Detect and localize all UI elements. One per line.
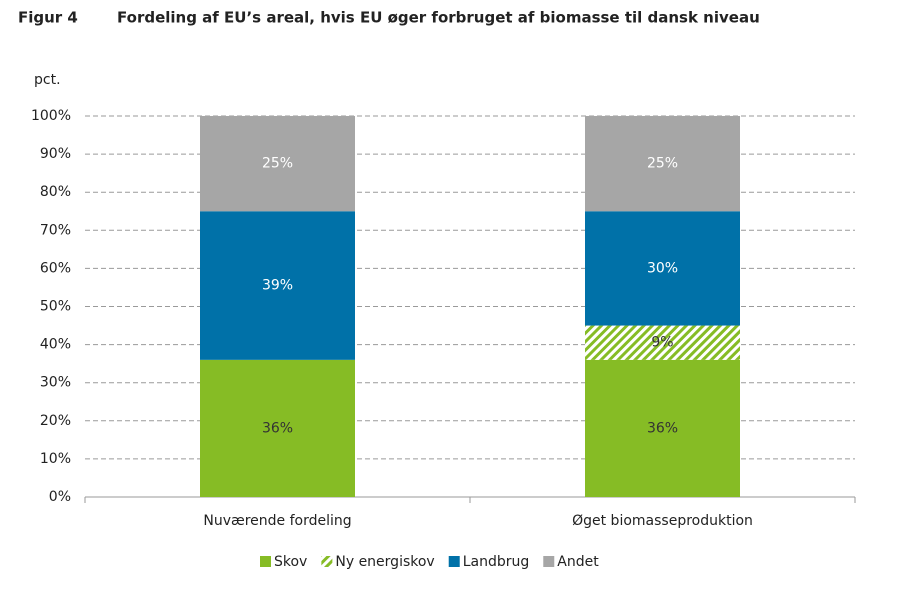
y-tick-label: 40% — [40, 337, 71, 353]
data-label: 36% — [647, 420, 678, 436]
data-label: 39% — [262, 278, 293, 294]
data-label: 25% — [647, 156, 678, 172]
y-tick-label: 20% — [40, 413, 71, 429]
legend-label: Andet — [557, 554, 599, 570]
legend-label: Skov — [274, 554, 307, 570]
y-tick-label: 30% — [40, 375, 71, 391]
y-axis-label: pct. — [34, 72, 61, 88]
y-tick-label: 80% — [40, 184, 71, 200]
bar-segment — [585, 325, 740, 360]
bar-segment — [585, 359, 740, 497]
bar-segment — [200, 211, 355, 360]
y-tick-label: 60% — [40, 260, 71, 276]
y-tick-label: 90% — [40, 146, 71, 162]
data-label: 25% — [262, 156, 293, 172]
legend-swatch — [543, 556, 555, 567]
data-label: 9% — [651, 335, 673, 351]
y-tick-label: 100% — [31, 108, 71, 124]
bar-segment — [200, 116, 355, 212]
data-label: 36% — [262, 420, 293, 436]
y-tick-label: 0% — [49, 489, 71, 505]
bar-segment — [200, 359, 355, 497]
x-tick-label: Øget biomasseproduktion — [572, 513, 753, 529]
bar-segment — [585, 211, 740, 326]
figure-label: Figur 4 — [18, 9, 78, 27]
legend-swatch — [260, 556, 271, 567]
legend-label: Landbrug — [463, 554, 530, 570]
legend-swatch — [321, 556, 333, 567]
y-tick-label: 10% — [40, 451, 71, 467]
y-tick-label: 50% — [40, 299, 71, 315]
bar-segment — [585, 116, 740, 212]
y-tick-label: 70% — [40, 222, 71, 238]
chart-title: Fordeling af EU’s areal, hvis EU øger fo… — [117, 9, 760, 27]
legend-swatch — [448, 556, 460, 567]
data-label: 30% — [647, 260, 678, 276]
legend-label: Ny energiskov — [335, 554, 434, 570]
x-tick-label: Nuværende fordeling — [203, 513, 351, 529]
